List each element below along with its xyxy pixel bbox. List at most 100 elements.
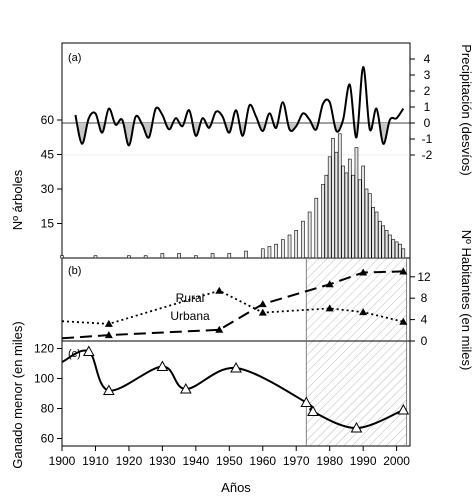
y-axis-label-inhabitants: Nº Habitantes (en miles) (459, 230, 474, 371)
livestock-point (397, 403, 410, 415)
livestock-point (179, 382, 192, 394)
trees-tick-label: 15 (41, 217, 55, 231)
precip-tick-label: -1 (422, 132, 433, 146)
precip-tick-label: 1 (424, 100, 431, 114)
livestock-point (230, 361, 242, 373)
inhabitants-tick-label: 4 (421, 313, 428, 327)
rural-point (258, 308, 267, 316)
precip-tick-label: 3 (424, 68, 431, 82)
precip-tick-label: -2 (422, 148, 433, 162)
tree-bar (267, 246, 272, 259)
livestock-point (82, 345, 95, 356)
tree-bar (177, 253, 181, 259)
series-label-urbana: Urbana (170, 309, 210, 323)
x-tick-label: 1980 (316, 454, 343, 468)
trees-tick-label: 45 (41, 148, 55, 162)
tree-bar (394, 241, 399, 259)
x-tick-label: 1900 (49, 454, 76, 468)
x-tick-label: 1970 (283, 454, 310, 468)
tree-bar (301, 220, 305, 259)
tree-bar (281, 239, 285, 259)
urbana-point (399, 267, 408, 275)
y-axis-label-trees: Nº árboles (10, 169, 25, 230)
livestock-tick-label: 120 (34, 342, 54, 356)
tree-bar (307, 211, 312, 259)
tree-bar (334, 151, 339, 259)
inhabitants-tick-label: 12 (417, 270, 431, 284)
tree-bar (244, 250, 248, 259)
x-tick-label: 1940 (182, 454, 209, 468)
tree-bar (391, 239, 396, 259)
urbana-point (359, 268, 368, 276)
tree-bar (160, 253, 165, 259)
tree-bar (374, 211, 379, 259)
panel-b-label: (b) (68, 265, 81, 277)
rural-point (325, 304, 334, 312)
precip-series-line (74, 65, 405, 147)
tree-bar (294, 230, 299, 259)
tree-bar (361, 165, 365, 259)
livestock-point (102, 384, 115, 395)
y-axis-label-precipitation: Precipitación (desvíos) (459, 44, 474, 176)
inhabitants-tick-label: 8 (421, 291, 428, 305)
livestock-tick-label: 100 (34, 372, 54, 386)
tree-bar (364, 188, 369, 259)
tree-bar (388, 234, 392, 259)
x-tick-label: 1950 (216, 454, 243, 468)
rural-point (215, 286, 224, 294)
x-axis-label: Años (221, 480, 251, 495)
rural-point (104, 319, 113, 327)
tree-bar (314, 197, 319, 259)
trees-tick-label: 60 (41, 113, 55, 127)
tree-bar (381, 225, 386, 259)
tree-bar (227, 253, 232, 259)
panel-a-label: (a) (68, 52, 81, 64)
tree-bar (274, 243, 278, 259)
tree-bar (358, 179, 362, 259)
urbana-point (104, 331, 113, 339)
tree-bar (327, 156, 332, 259)
trees-tick-label: 30 (41, 182, 55, 196)
tree-bar (371, 207, 375, 259)
tree-bar (341, 165, 345, 259)
tree-bar (378, 220, 382, 259)
tree-bar (354, 147, 359, 259)
precip-tick-label: 0 (424, 116, 431, 130)
tree-bar (344, 172, 349, 259)
tree-bar (143, 255, 148, 259)
tree-bar (287, 234, 292, 259)
rural-point (399, 317, 408, 325)
tree-bar (398, 243, 402, 259)
y-axis-label-livestock: Ganado menor (en miles) (10, 321, 25, 468)
series-label-rural: Rural (176, 291, 205, 305)
precip-tick-label: 2 (424, 84, 431, 98)
precip-tick-label: 4 (424, 52, 431, 66)
x-tick-label: 1920 (116, 454, 143, 468)
tree-bar (194, 255, 198, 259)
precip-negative-fill (75, 123, 404, 146)
tree-bar (347, 158, 352, 259)
tree-bar (331, 138, 335, 259)
livestock-tick-label: 60 (41, 432, 55, 446)
rural-point (359, 308, 368, 316)
x-tick-label: 1930 (149, 454, 176, 468)
tree-bar (127, 255, 131, 259)
x-tick-label: 1910 (82, 454, 109, 468)
livestock-series-line (61, 349, 404, 430)
tree-bar (60, 255, 64, 259)
panel-c-frame (61, 340, 411, 447)
inhabitants-tick-label: 0 (421, 334, 428, 348)
urbana-point (258, 300, 267, 308)
x-tick-label: 1990 (350, 454, 377, 468)
tree-bar (351, 174, 355, 259)
tree-bar (93, 255, 98, 259)
urbana-point (325, 280, 334, 288)
shaded-period-b (306, 258, 407, 341)
x-tick-label: 1960 (249, 454, 276, 468)
tree-bar (337, 133, 342, 259)
tree-bar (210, 253, 215, 259)
tree-bar (321, 184, 325, 259)
livestock-point (300, 396, 313, 407)
livestock-tick-label: 80 (41, 402, 55, 416)
